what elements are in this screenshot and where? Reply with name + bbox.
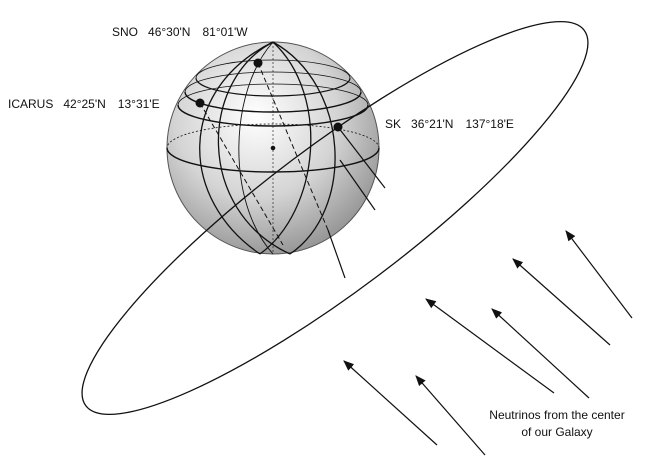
detector-label: SNO 46°30'N 81°01'W: [112, 25, 248, 39]
label-part: 42°25'N: [63, 97, 105, 111]
label-part: 137°18'E: [465, 117, 513, 131]
label-part: 36°21'N: [411, 117, 453, 131]
earth: [166, 41, 386, 279]
label-part: 46°30'N: [148, 25, 190, 39]
detector-label: SK 36°21'N 137°18'E: [385, 117, 514, 131]
label-part: 13°31'E: [118, 97, 160, 111]
neutrino-arrows: [343, 230, 633, 456]
label-part: ICARUS: [8, 97, 53, 111]
label-part: 81°01'W: [202, 25, 248, 39]
detector-label: ICARUS 42°25'N 13°31'E: [8, 97, 160, 111]
galactic-plane: [81, 20, 589, 416]
label-part: SK: [385, 117, 401, 131]
label-part: SNO: [112, 25, 138, 39]
caption: Neutrinos from the center: [489, 408, 624, 422]
caption: of our Galaxy: [521, 425, 592, 439]
